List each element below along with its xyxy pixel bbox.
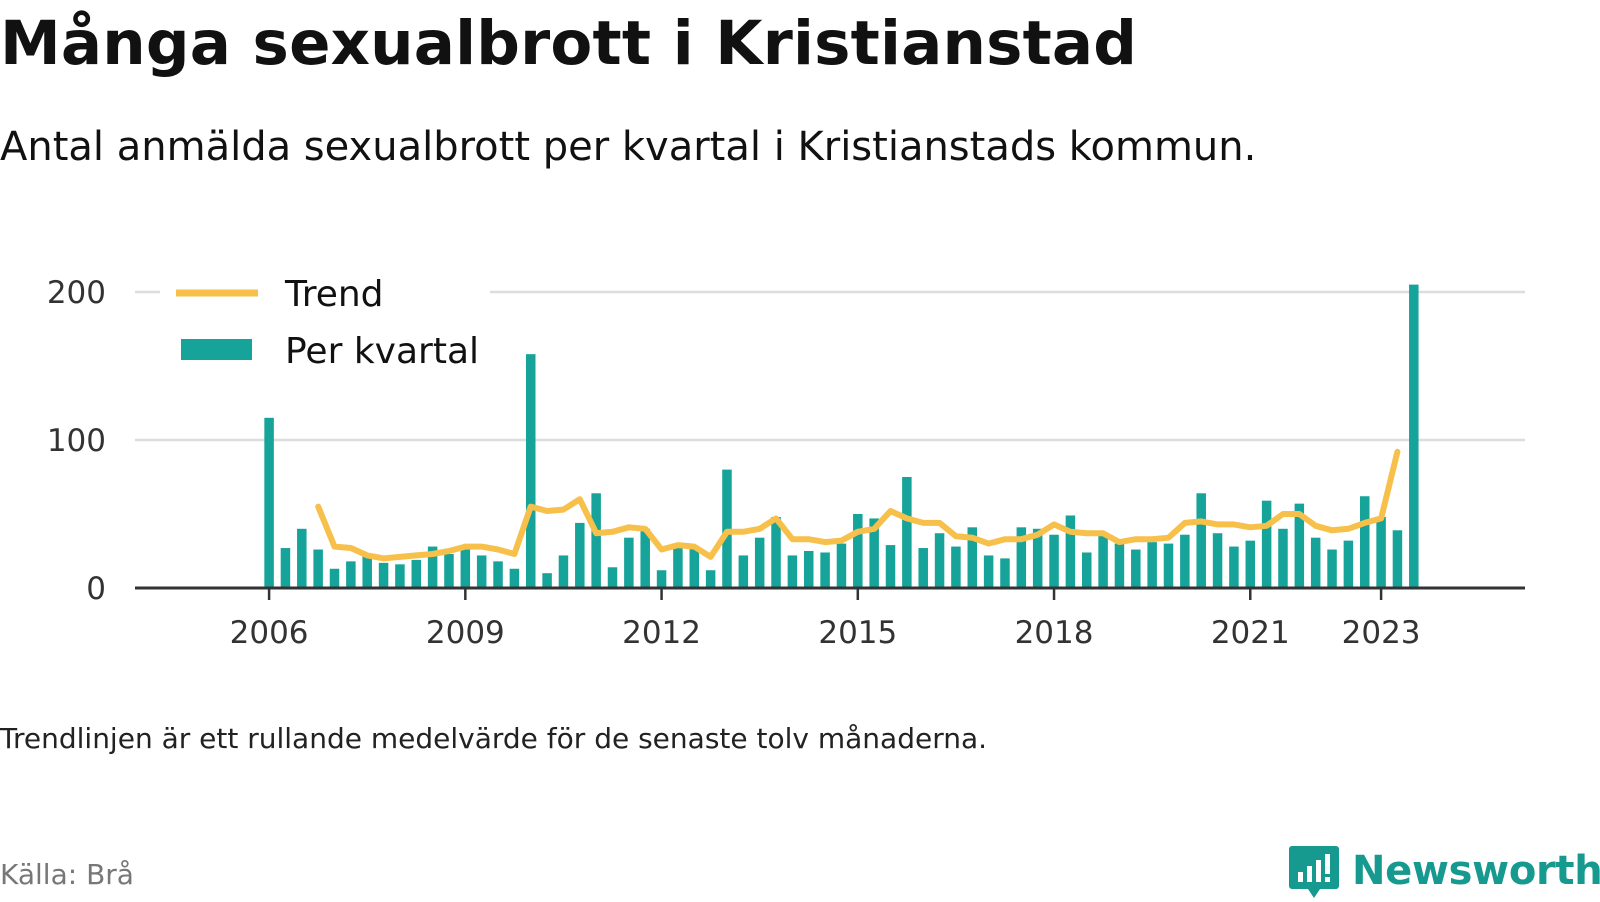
bar bbox=[1343, 540, 1354, 588]
bar bbox=[378, 562, 389, 588]
bar bbox=[918, 548, 928, 588]
bar bbox=[853, 514, 863, 588]
bar bbox=[983, 555, 994, 588]
bar bbox=[476, 555, 487, 588]
bar bbox=[280, 548, 291, 588]
bar bbox=[395, 564, 405, 588]
legend-label-per-kvartal: Per kvartal bbox=[285, 331, 479, 372]
legend-label-trend: Trend bbox=[284, 274, 384, 315]
bar bbox=[820, 552, 830, 588]
bar bbox=[1409, 284, 1419, 588]
x-tick-label-2012: 2012 bbox=[622, 615, 701, 651]
bar bbox=[1196, 493, 1206, 588]
bar bbox=[493, 561, 503, 588]
bar bbox=[1359, 496, 1370, 588]
bar bbox=[1310, 537, 1321, 588]
newsworthy-brand: Newsworthy bbox=[1288, 840, 1600, 900]
legend: Trend Per kvartal bbox=[160, 264, 490, 384]
bar bbox=[754, 537, 765, 588]
bar bbox=[722, 469, 732, 588]
bar bbox=[264, 417, 274, 588]
bar bbox=[1180, 534, 1190, 588]
x-tick-label-2006: 2006 bbox=[230, 615, 309, 651]
bar bbox=[460, 548, 471, 588]
bar-line-chart: 0 100 200 2006 2009 2012 2015 2018 2021 2023 Tren… bbox=[47, 264, 1525, 651]
trend-line bbox=[315, 448, 1401, 562]
x-tick-label-2021: 2021 bbox=[1211, 615, 1290, 651]
y-tick-label-0: 0 bbox=[86, 571, 106, 607]
x-tick-label-2023: 2023 bbox=[1342, 615, 1421, 651]
bar bbox=[869, 518, 879, 588]
bar bbox=[934, 533, 945, 588]
bar bbox=[313, 549, 323, 588]
bar bbox=[411, 559, 422, 588]
bar bbox=[640, 528, 650, 588]
bar bbox=[1392, 530, 1403, 588]
bar-series bbox=[264, 284, 1419, 588]
bar bbox=[1147, 542, 1157, 588]
bar bbox=[1032, 528, 1043, 588]
y-tick-label-200: 200 bbox=[47, 275, 106, 311]
bar bbox=[575, 522, 585, 588]
bar bbox=[803, 551, 814, 588]
bar bbox=[689, 546, 700, 588]
bar bbox=[1245, 540, 1256, 588]
bar bbox=[951, 546, 961, 588]
bar bbox=[1081, 552, 1092, 588]
bar bbox=[787, 555, 798, 588]
chart-note: Trendlinjen är ett rullande medelvärde f… bbox=[0, 722, 988, 755]
bar bbox=[591, 493, 601, 588]
bar bbox=[836, 543, 847, 588]
axes: 0 100 200 2006 2009 2012 2015 2018 2021 2023 bbox=[47, 275, 1525, 651]
brand-name: Newsworthy bbox=[1352, 848, 1600, 894]
bar bbox=[346, 561, 356, 588]
bar bbox=[1163, 543, 1174, 588]
y-tick-label-100: 100 bbox=[47, 423, 106, 459]
bar bbox=[738, 555, 749, 588]
bar bbox=[1294, 503, 1305, 588]
bar bbox=[885, 545, 896, 588]
bar bbox=[1016, 527, 1027, 588]
bar bbox=[1114, 543, 1125, 588]
bar bbox=[1098, 534, 1108, 588]
bar bbox=[558, 555, 569, 588]
x-tick-label-2009: 2009 bbox=[426, 615, 505, 651]
bar bbox=[1049, 534, 1059, 588]
bar bbox=[509, 568, 520, 588]
bar bbox=[1212, 533, 1223, 588]
bar bbox=[624, 537, 634, 588]
bar bbox=[705, 570, 716, 588]
bar bbox=[297, 528, 307, 588]
bar bbox=[542, 573, 552, 588]
x-tick-label-2018: 2018 bbox=[1015, 615, 1094, 651]
bar bbox=[329, 568, 340, 588]
bar bbox=[607, 567, 618, 588]
bar bbox=[427, 546, 438, 588]
bar bbox=[1229, 546, 1239, 588]
bar bbox=[1131, 549, 1141, 588]
chart-title: Många sexualbrott i Kristianstad bbox=[0, 8, 1138, 79]
source-label: Källa: Brå bbox=[0, 858, 134, 891]
bar bbox=[1376, 516, 1386, 588]
bar bbox=[1278, 528, 1288, 588]
bar bbox=[771, 516, 781, 588]
bar bbox=[902, 477, 912, 588]
bar bbox=[656, 570, 667, 588]
bar bbox=[1261, 500, 1272, 588]
bar bbox=[1065, 515, 1076, 588]
bar bbox=[1327, 549, 1337, 588]
x-tick-label-2015: 2015 bbox=[818, 615, 897, 651]
newsworthy-logo-icon bbox=[1289, 846, 1339, 898]
legend-bars-swatch bbox=[181, 339, 252, 360]
trend-series bbox=[315, 448, 1401, 562]
bar bbox=[362, 555, 372, 588]
chart-subtitle: Antal anmälda sexualbrott per kvartal i … bbox=[0, 124, 1257, 170]
bar bbox=[1000, 558, 1010, 588]
bar bbox=[444, 553, 454, 588]
bar bbox=[967, 527, 978, 588]
legend-background bbox=[160, 264, 490, 384]
bar bbox=[673, 546, 683, 588]
bar bbox=[525, 354, 536, 588]
